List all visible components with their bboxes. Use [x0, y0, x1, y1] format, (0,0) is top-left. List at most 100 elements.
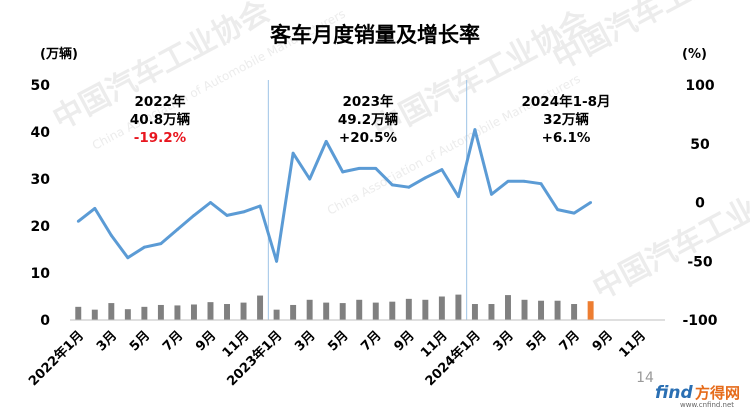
- sales-bar: [207, 302, 214, 320]
- watermark-text-4: 中国汽车工业协会: [587, 163, 750, 307]
- y-left-tick-label: 30: [31, 172, 51, 188]
- sales-bar: [356, 299, 363, 320]
- y-right-tick-label: 0: [695, 196, 705, 212]
- sales-bar: [521, 299, 528, 320]
- annotation-2023-growth: +20.5%: [339, 130, 398, 146]
- x-tick-label: 7月: [557, 328, 583, 354]
- period-annotations: 2022年 40.8万辆 -19.2% 2023年 49.2万辆 +20.5% …: [130, 93, 611, 146]
- sales-bar: [587, 301, 594, 320]
- annotation-2023-year: 2023年: [342, 93, 394, 110]
- growth-point: [126, 256, 130, 260]
- growth-point: [159, 242, 163, 246]
- sales-bars: [75, 294, 594, 320]
- x-tick-label: 3月: [491, 328, 517, 354]
- growth-point: [176, 228, 179, 231]
- annotation-2023-total: 49.2万辆: [338, 111, 399, 128]
- sales-bar: [488, 304, 495, 320]
- annotation-2022-growth: -19.2%: [134, 130, 187, 146]
- growth-point: [291, 151, 295, 155]
- growth-point: [390, 183, 394, 187]
- annotation-2022-year: 2022年: [134, 93, 186, 110]
- sales-bar: [174, 305, 181, 320]
- y-right-tick-label: 50: [690, 137, 710, 153]
- sales-bar: [190, 304, 197, 320]
- sales-bar: [323, 302, 330, 320]
- growth-point: [242, 210, 245, 214]
- y-right-tick-label: -50: [687, 254, 713, 270]
- sales-bar: [339, 303, 346, 320]
- sales-bar: [240, 302, 247, 320]
- x-tick-label: 9月: [590, 328, 616, 354]
- growth-line: [76, 128, 593, 263]
- growth-point: [93, 206, 97, 210]
- period-dividers: [267, 80, 468, 320]
- y-right-unit-label: (%): [682, 47, 707, 62]
- sales-bar: [422, 299, 429, 320]
- y-left-unit-label: (万辆): [40, 46, 78, 62]
- annotation-2024-total: 32万辆: [543, 111, 589, 128]
- growth-point: [473, 128, 477, 132]
- y-left-tick-label: 40: [31, 125, 51, 141]
- growth-point: [341, 170, 345, 174]
- sales-bar: [405, 298, 412, 320]
- y-left-tick-label: 0: [40, 313, 50, 329]
- growth-point: [407, 185, 411, 189]
- site-logo: find 方得网 www.cnfind.net: [655, 383, 740, 409]
- growth-point: [192, 214, 196, 217]
- x-tick-label: 5月: [325, 328, 351, 354]
- growth-point: [440, 168, 444, 172]
- sales-bar: [306, 299, 313, 320]
- sales-bar: [372, 302, 379, 320]
- sales-bar: [224, 304, 230, 320]
- growth-point: [109, 234, 113, 237]
- growth-point: [506, 179, 510, 183]
- x-tick-label: 3月: [292, 328, 318, 354]
- sales-bar: [505, 295, 511, 320]
- y-right-ticks: -100 -50 0 50 100: [682, 78, 717, 329]
- x-tick-label: 7月: [160, 328, 186, 354]
- sales-bar: [554, 300, 561, 320]
- sales-bar: [455, 294, 462, 320]
- annotation-2024-year: 2024年1-8月: [522, 93, 611, 110]
- growth-point: [275, 259, 278, 263]
- sales-bar: [75, 306, 82, 320]
- y-right-tick-label: 100: [685, 78, 714, 94]
- logo-url-text: www.cnfind.net: [680, 401, 734, 409]
- sales-bar: [157, 304, 164, 320]
- y-left-tick-label: 20: [31, 219, 51, 235]
- growth-point: [490, 192, 493, 196]
- x-tick-label: 11月: [616, 328, 649, 361]
- sales-bar: [290, 304, 297, 320]
- growth-point: [142, 245, 146, 249]
- logo-cn-text: 方得网: [695, 384, 740, 402]
- x-tick-label: 7月: [358, 328, 384, 354]
- x-tick-label: 2022年1月: [25, 328, 87, 390]
- sales-bar: [273, 309, 280, 320]
- x-tick-label: 9月: [391, 328, 417, 354]
- annotation-2024-growth: +6.1%: [542, 130, 591, 146]
- growth-point: [76, 219, 80, 223]
- sales-bar: [538, 300, 545, 320]
- growth-line-path: [77, 128, 592, 263]
- sales-bar: [91, 309, 98, 320]
- growth-point: [539, 182, 543, 186]
- sales-bar: [471, 304, 478, 320]
- sales-bar: [389, 301, 396, 320]
- x-tick-label: 5月: [524, 328, 550, 354]
- growth-point: [308, 177, 312, 181]
- logo-find-text: find: [655, 383, 693, 403]
- growth-point: [324, 140, 328, 143]
- x-tick-label: 3月: [94, 328, 120, 354]
- page-number: 14: [636, 370, 654, 386]
- growth-point: [225, 214, 229, 217]
- sales-bar: [438, 296, 445, 320]
- sales-bar: [108, 303, 115, 320]
- growth-point: [423, 176, 427, 180]
- chart-title: 客车月度销量及增长率: [270, 23, 480, 47]
- sales-bar: [141, 306, 148, 320]
- x-tick-label: 9月: [193, 328, 219, 354]
- x-tick-label: 5月: [127, 328, 153, 354]
- growth-point: [589, 201, 593, 204]
